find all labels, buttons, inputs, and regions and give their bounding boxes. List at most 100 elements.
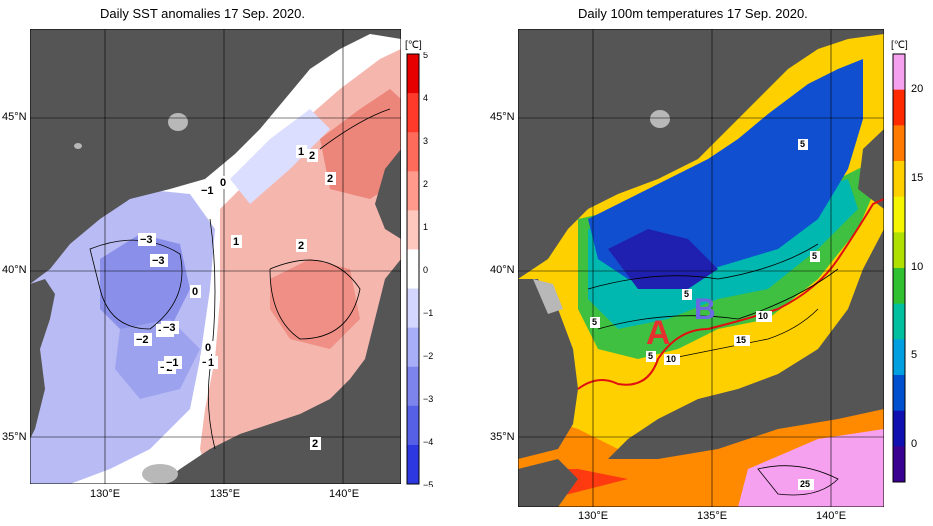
- lon-label-130-right: 130°E: [578, 510, 609, 522]
- left-colorbar-unit: [℃]: [405, 40, 422, 51]
- land-hokkaido: [375, 149, 401, 239]
- contour-label: −3: [163, 322, 176, 334]
- colorbar-swatch: [893, 54, 905, 91]
- land-honshu: [160, 259, 401, 484]
- contour-label-bg: [307, 149, 318, 162]
- colorbar-swatch: [407, 288, 419, 329]
- colorbar-tick-label: 3: [423, 136, 428, 146]
- contour-label-bg: [190, 285, 201, 298]
- contour-label-bg: [798, 479, 814, 490]
- contour-label: −3: [140, 234, 153, 246]
- thermal-front-line: [577, 198, 884, 390]
- colorbar-swatch: [893, 268, 905, 305]
- contour-label: 15: [736, 335, 746, 345]
- contour-label: 5: [684, 289, 689, 299]
- warm-anomaly-north: [320, 89, 401, 199]
- contour-line: [319, 108, 391, 150]
- contour-line: [587, 243, 819, 290]
- lon-label-135-right: 135°E: [697, 510, 728, 522]
- contour-label: 5: [800, 139, 805, 149]
- colorbar-swatch: [893, 161, 905, 198]
- colorbar-tick-label: 5: [911, 349, 917, 361]
- contour-label-bg: [296, 145, 307, 158]
- colorbar-swatch: [407, 54, 419, 94]
- contour-line: [757, 465, 839, 496]
- coldest-core: [608, 229, 718, 289]
- island: [74, 143, 82, 149]
- contour-label: 1: [208, 357, 214, 369]
- colorbar-tick-label: 20: [911, 83, 923, 95]
- contour-label: 10: [758, 311, 768, 321]
- contour-label: 2: [312, 438, 318, 450]
- colorbar-swatch: [893, 89, 905, 126]
- colorbar-swatch: [893, 446, 905, 483]
- contour-label: 5: [648, 351, 653, 361]
- light-blue-north: [230, 109, 330, 204]
- contour-label-bg: [310, 437, 321, 450]
- contour-label-bg: [161, 321, 179, 334]
- colorbar-swatch: [407, 93, 419, 133]
- contour-label: 25: [800, 479, 810, 489]
- contour-label: 0: [220, 177, 226, 189]
- right-panel-title: Daily 100m temperatures 17 Sep. 2020.: [578, 6, 808, 21]
- contour-label: 1: [298, 146, 304, 158]
- contour-label-bg: [296, 239, 307, 252]
- colorbar-tick-label: 2: [423, 179, 428, 189]
- lat-label-40: 40°N: [2, 264, 27, 276]
- contour-label-bg: [206, 356, 217, 369]
- colorbar-swatch: [893, 303, 905, 340]
- lon-label-140: 140°E: [329, 488, 360, 500]
- colorbar-tick-label: −4: [423, 437, 433, 447]
- contour-label-bg: [682, 289, 692, 300]
- lon-label-135: 135°E: [210, 488, 241, 500]
- sst-anomaly-colorbar: 5 4 3 2 1 0 −1 −2 −3 −4 −5: [406, 52, 433, 487]
- right-colorbar-unit: [℃]: [891, 40, 908, 51]
- island: [168, 113, 188, 131]
- warm-anomaly-core: [270, 259, 360, 349]
- contour-label: −3: [152, 255, 165, 267]
- colorbar-swatch: [407, 171, 419, 211]
- land-honshu: [608, 229, 884, 459]
- marker-b: B: [694, 293, 716, 326]
- contour-label-bg: [664, 354, 680, 365]
- contour-label: 0: [205, 342, 211, 354]
- grid: [518, 29, 884, 507]
- contour-label-bg: [756, 311, 772, 322]
- colorbar-tick-label: −3: [423, 394, 433, 404]
- contour-label: 5: [592, 317, 597, 327]
- contour-label: 2: [309, 150, 315, 162]
- coast-gray-korea: [533, 279, 563, 314]
- contour-label: −2: [136, 334, 149, 346]
- temperature-colorbar: 20 15 10 5 0: [892, 53, 923, 483]
- lon-label-140-right: 140°E: [816, 510, 847, 522]
- contour-label-bg: [218, 176, 229, 189]
- contour-label: 5: [812, 251, 817, 261]
- colorbar-swatch: [893, 125, 905, 162]
- contour-label-bg: [203, 341, 214, 354]
- lat-label-45-right: 45°N: [490, 111, 515, 123]
- temperature-100m-map: 5 5 5 5 5 10 10 15 25 A B: [518, 29, 884, 507]
- colorbar-tick-label: −1: [423, 308, 433, 318]
- contour-label-bg: [164, 356, 182, 369]
- colorbar-swatch: [893, 375, 905, 412]
- contour-label-bg: [798, 139, 808, 150]
- lat-label-45: 45°N: [2, 111, 27, 123]
- contour-label: −1: [201, 185, 214, 197]
- marker-a: A: [646, 314, 671, 352]
- kuroshio-warm-region: [738, 429, 884, 507]
- colorbar-swatch: [407, 132, 419, 172]
- colorbar-tick-label: 0: [911, 438, 917, 450]
- colorbar-swatch: [893, 196, 905, 233]
- contour-label-bg: [734, 335, 750, 346]
- colorbar-swatch: [407, 327, 419, 368]
- land-continent: [518, 29, 884, 279]
- contour-label-bg: [150, 254, 168, 267]
- colorbar-swatch: [407, 249, 419, 290]
- contour-label: 1: [233, 236, 239, 248]
- colorbar-tick-label: 0: [423, 265, 428, 275]
- land-korea: [518, 279, 578, 459]
- left-panel-title: Daily SST anomalies 17 Sep. 2020.: [100, 6, 305, 21]
- colorbar-swatch: [407, 210, 419, 250]
- contour-label-bg: [138, 233, 156, 246]
